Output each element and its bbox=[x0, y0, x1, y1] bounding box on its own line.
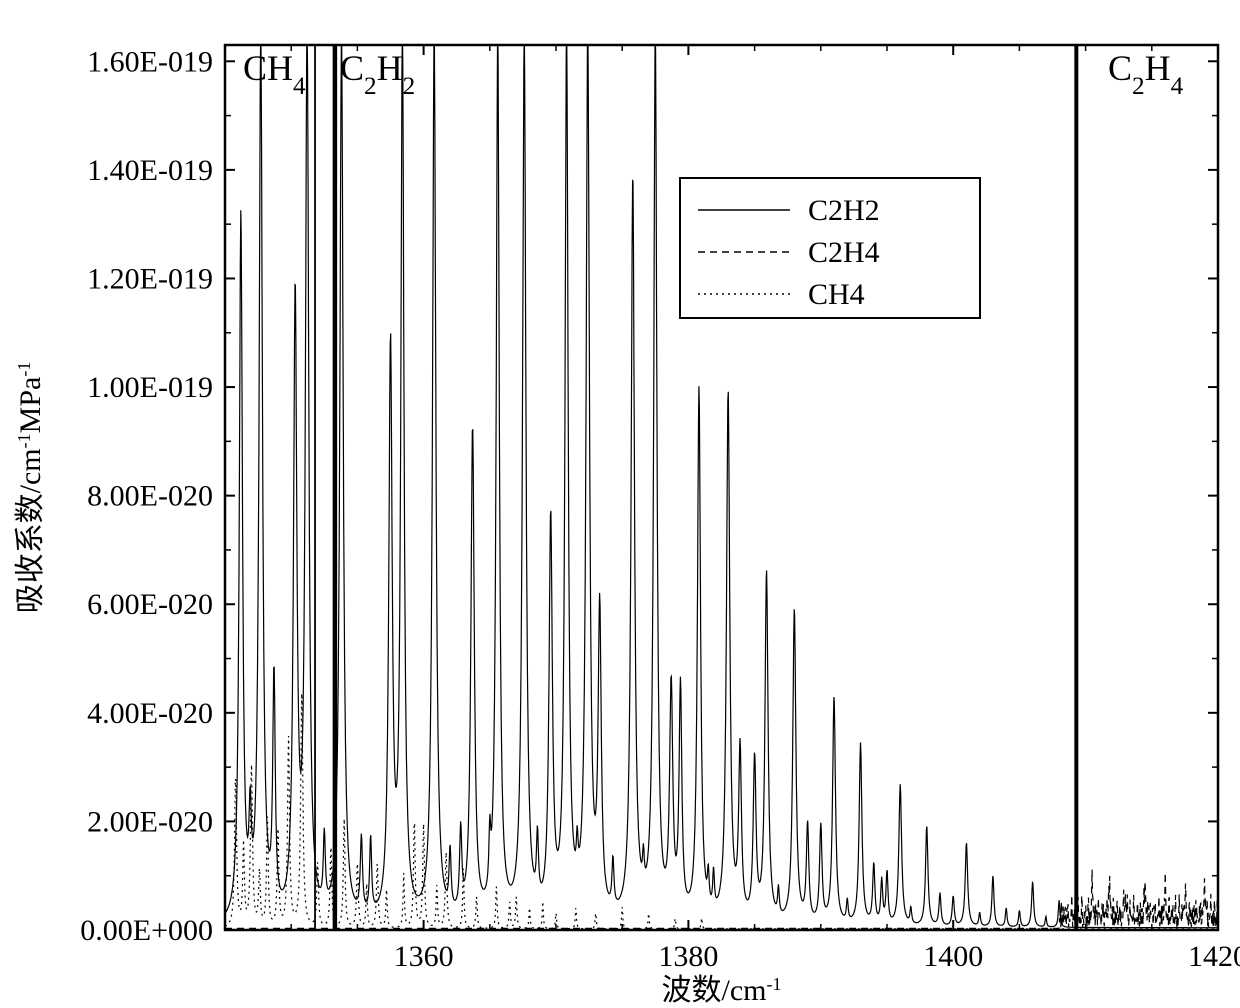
xtick-label: 1380 bbox=[658, 940, 718, 973]
ylabel: 吸收系数/cm-1MPa-1 bbox=[14, 362, 47, 614]
ytick-label: 2.00E-020 bbox=[87, 805, 213, 838]
legend-label: C2H2 bbox=[808, 194, 880, 227]
series-C2H2 bbox=[225, 27, 1218, 927]
xtick-label: 1420 bbox=[1188, 940, 1240, 973]
ytick-label: 1.60E-019 bbox=[87, 45, 213, 78]
ytick-label: 1.40E-019 bbox=[87, 154, 213, 187]
xlabel: 波数/cm-1 bbox=[662, 974, 782, 1007]
ytick-label: 4.00E-020 bbox=[87, 697, 213, 730]
chart-container: { "chart": { "type": "line-spectrum", "w… bbox=[0, 0, 1240, 1008]
xtick-label: 1400 bbox=[923, 940, 983, 973]
ytick-label: 1.20E-019 bbox=[87, 262, 213, 295]
annotation-1: C2H2 bbox=[340, 48, 415, 100]
ytick-label: 0.00E+000 bbox=[80, 914, 213, 947]
annotation-0: CH4 bbox=[243, 48, 306, 100]
spectrum-chart: 1360 1380 1400 1420 0.00E+000 2.00E-020 4.00E-… bbox=[0, 0, 1240, 1008]
ytick-label: 6.00E-020 bbox=[87, 588, 213, 621]
ytick-label: 1.00E-019 bbox=[87, 371, 213, 404]
annotation-2: C2H4 bbox=[1108, 48, 1184, 100]
legend-label: CH4 bbox=[808, 278, 865, 311]
legend-label: C2H4 bbox=[808, 236, 880, 269]
xtick-label: 1360 bbox=[394, 940, 454, 973]
series-CH4 bbox=[225, 694, 1218, 929]
ytick-label: 8.00E-020 bbox=[87, 480, 213, 513]
